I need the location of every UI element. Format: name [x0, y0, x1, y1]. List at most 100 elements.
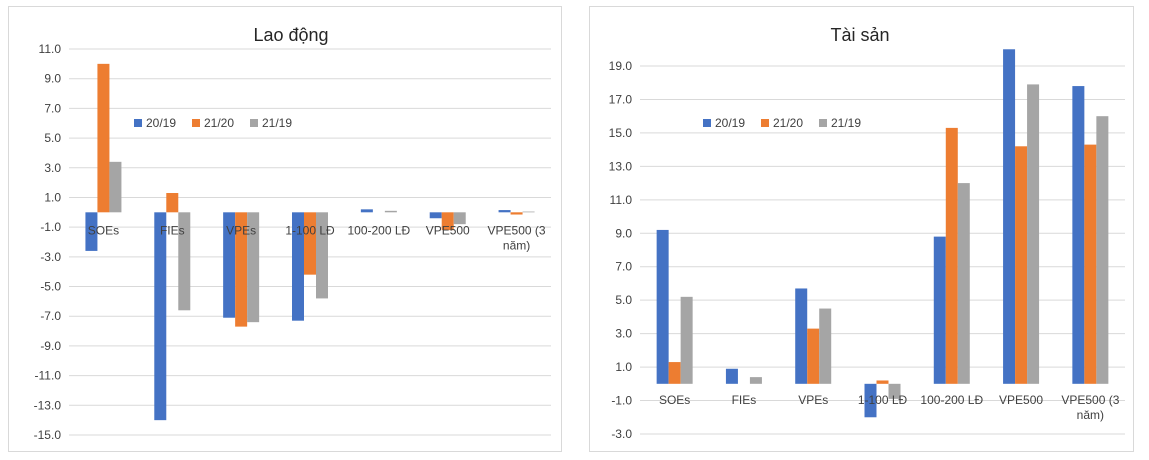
- bar-21-19-VPE500-(3-năm): [1096, 116, 1109, 384]
- bar-20-19-SOEs: [85, 212, 98, 251]
- y-tick-label: 15.0: [609, 126, 633, 140]
- bar-20-19-FIEs: [725, 368, 738, 384]
- y-tick-label: 3.0: [44, 161, 61, 175]
- plot-area: 11.0 9.0 7.0 5.0 3.0 1.0 -1.0 -3.0 -5.0 -7.0 -9.0 -…: [34, 42, 551, 442]
- bar-21-19-100-200-LĐ: [957, 183, 970, 384]
- chart-tai-san: Tài sản 19.0 17.0 15.0 13.0 11.0 9.0 7.0 5.0 3.0…: [609, 25, 1125, 441]
- bar-21-19-VPE500: [453, 212, 466, 225]
- y-tick-label: 11.0: [39, 42, 62, 56]
- x-category-label: VPE500 (3 năm): [488, 223, 546, 252]
- bar-21-20-VPEs: [235, 212, 248, 327]
- legend-swatch: [250, 119, 258, 127]
- x-category-label: 1-100 LĐ: [285, 223, 335, 237]
- x-category-label: VPE500: [426, 223, 470, 237]
- chart-title: Lao động: [253, 25, 328, 45]
- chart-lao-dong: Lao động 11.0 9.0 7.0 5.0 3.0 1.0 -1.0 -3.0 -5.0…: [34, 25, 551, 442]
- bar-20-19-100-200-LĐ: [933, 236, 946, 384]
- legend-swatch: [761, 119, 769, 127]
- x-category-label: VPEs: [798, 393, 828, 407]
- chart-title: Tài sản: [830, 25, 889, 45]
- bar-21-19-100-200-LĐ: [384, 210, 397, 213]
- legend-label: 21/19: [831, 116, 861, 130]
- bar-21-20-VPE500-(3-năm): [510, 212, 523, 215]
- bar-20-19-100-200-LĐ: [360, 209, 373, 213]
- bar-21-19-1-100-LĐ: [316, 212, 328, 299]
- x-category-label: FIEs: [160, 223, 185, 237]
- bar-21-20-100-200-LĐ: [945, 127, 958, 384]
- legend-swatch: [819, 119, 827, 127]
- y-tick-label: 11.0: [610, 193, 633, 207]
- y-tick-label: 7.0: [615, 260, 632, 274]
- x-category-label: 100-200 LĐ: [920, 393, 983, 407]
- y-tick-label: 3.0: [615, 327, 632, 341]
- legend-swatch: [192, 119, 200, 127]
- x-category-label: VPEs: [226, 223, 256, 237]
- y-tick-label: -1.0: [611, 394, 632, 408]
- chart-panel-tai-san: Tài sản 19.0 17.0 15.0 13.0 11.0 9.0 7.0 5.0 3.0…: [589, 6, 1134, 452]
- y-tick-label: -1.0: [40, 220, 61, 234]
- bar-20-19-VPE500-(3-năm): [498, 210, 511, 213]
- bar-20-19-SOEs: [656, 229, 669, 384]
- bar-21-20-SOEs: [668, 362, 681, 384]
- x-category-label: 100-200 LĐ: [347, 223, 410, 237]
- bar-21-19-SOEs: [109, 161, 122, 213]
- x-category-label: 1-100 LĐ: [858, 393, 908, 407]
- x-category-label: FIEs: [732, 393, 757, 407]
- bar-21-20-VPE500-(3-năm): [1084, 144, 1097, 384]
- y-tick-label: -15.0: [34, 428, 62, 442]
- legend-label: 20/19: [146, 116, 176, 130]
- y-tick-label: -3.0: [40, 250, 61, 264]
- legend-swatch: [134, 119, 142, 127]
- bar-21-20-1-100-LĐ: [304, 212, 316, 275]
- x-category-label: VPE500 (3 năm): [1061, 393, 1119, 422]
- y-tick-label: -11.0: [35, 369, 62, 383]
- y-tick-label: -3.0: [611, 427, 632, 441]
- y-tick-label: -9.0: [40, 339, 61, 353]
- legend-label: 21/20: [773, 116, 803, 130]
- y-tick-label: 19.0: [609, 59, 633, 73]
- bar-21-19-VPE500-(3-năm): [522, 211, 535, 213]
- bar-20-19-FIEs: [154, 212, 167, 421]
- bar-21-19-VPEs: [819, 308, 832, 384]
- chart-panel-lao-dong: Lao động 11.0 9.0 7.0 5.0 3.0 1.0 -1.0 -3.0 -5.0…: [8, 6, 562, 452]
- y-tick-label: 1.0: [44, 190, 61, 204]
- bar-20-19-1-100-LĐ: [292, 212, 304, 321]
- y-tick-label: -5.0: [40, 280, 61, 294]
- bar-21-20-VPE500: [1015, 146, 1028, 384]
- bar-21-19-VPE500: [1027, 84, 1040, 384]
- legend-swatch: [703, 119, 711, 127]
- bar-20-19-VPE500: [429, 212, 442, 219]
- legend-label: 20/19: [715, 116, 745, 130]
- y-tick-label: 13.0: [609, 159, 633, 173]
- bar-21-19-SOEs: [680, 296, 693, 384]
- bar-21-19-VPEs: [247, 212, 260, 323]
- y-tick-label: -7.0: [40, 309, 61, 323]
- plot-area: 19.0 17.0 15.0 13.0 11.0 9.0 7.0 5.0 3.0 1.0 -1.0 -…: [609, 49, 1125, 441]
- y-tick-label: 1.0: [615, 360, 632, 374]
- y-tick-label: 17.0: [609, 92, 633, 106]
- bar-20-19-1-100-LĐ: [864, 383, 877, 418]
- legend-label: 21/19: [262, 116, 292, 130]
- y-tick-label: 7.0: [44, 101, 61, 115]
- bar-21-20-VPEs: [807, 328, 820, 384]
- bar-21-19-1-100-LĐ: [888, 383, 901, 399]
- x-category-label: SOEs: [659, 393, 690, 407]
- y-tick-label: 5.0: [44, 131, 61, 145]
- legend-label: 21/20: [204, 116, 234, 130]
- bar-20-19-VPE500: [1003, 49, 1016, 384]
- bar-21-20-SOEs: [97, 63, 110, 213]
- bar-21-20-VPE500: [441, 212, 454, 231]
- x-category-label: SOEs: [88, 223, 119, 237]
- y-tick-label: -13.0: [34, 398, 62, 412]
- bar-20-19-VPEs: [795, 288, 808, 384]
- bar-21-20-FIEs: [166, 193, 179, 213]
- bar-20-19-VPE500-(3-năm): [1072, 86, 1085, 384]
- bar-21-19-FIEs: [178, 212, 191, 311]
- bar-21-19-FIEs: [749, 377, 762, 384]
- bar-21-20-1-100-LĐ: [876, 380, 889, 384]
- y-tick-label: 9.0: [44, 72, 61, 86]
- x-category-label: VPE500: [999, 393, 1043, 407]
- y-tick-label: 9.0: [615, 226, 632, 240]
- bar-20-19-VPEs: [223, 212, 236, 318]
- y-tick-label: 5.0: [615, 293, 632, 307]
